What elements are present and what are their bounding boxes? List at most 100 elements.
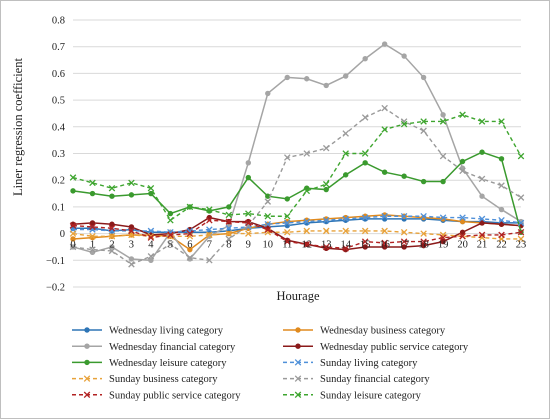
x-tick-label: 21 (477, 240, 488, 251)
data-point (109, 193, 115, 199)
data-point (294, 375, 302, 382)
legend-item: Wednesday living category (72, 326, 224, 337)
data-point (264, 226, 272, 233)
data-point (439, 231, 447, 239)
x-tick-label: 18 (418, 240, 429, 251)
x-tick-label: 8 (226, 240, 231, 251)
data-point (284, 74, 290, 81)
data-point (381, 239, 388, 247)
data-point (439, 214, 447, 221)
x-tick-label: 15 (360, 240, 371, 251)
data-point (284, 229, 291, 236)
series-10 (69, 111, 525, 224)
data-point (84, 327, 90, 333)
data-point (128, 179, 135, 187)
data-point (108, 184, 116, 192)
data-point (109, 244, 115, 250)
data-point (342, 227, 349, 235)
data-point (284, 154, 291, 161)
data-point (89, 223, 96, 231)
data-point (323, 186, 329, 193)
data-point (517, 229, 525, 236)
x-tick-label: 0 (70, 240, 75, 251)
data-point (400, 238, 408, 245)
data-point (342, 172, 349, 178)
data-point (498, 118, 505, 125)
data-point (361, 227, 369, 235)
legend-label: Wednesday living category (109, 326, 224, 337)
legend-label: Wednesday public service category (320, 342, 469, 353)
x-tick-label: 14 (340, 240, 351, 251)
data-point (147, 227, 155, 235)
data-point (479, 220, 485, 226)
data-point (245, 210, 252, 217)
data-point (459, 111, 466, 119)
data-point (322, 180, 330, 188)
x-tick-label: 16 (379, 240, 390, 251)
data-point (109, 221, 115, 227)
data-point (83, 375, 91, 382)
data-point (362, 244, 368, 250)
data-point (479, 193, 485, 199)
data-point (361, 150, 369, 157)
data-point (400, 229, 408, 236)
data-point (381, 104, 388, 112)
data-point (294, 391, 302, 399)
data-point (186, 203, 194, 211)
data-point (167, 241, 174, 248)
data-point (108, 225, 116, 232)
x-tick-label: 13 (321, 240, 332, 251)
legend-label: Sunday leisure category (320, 390, 422, 401)
data-point (420, 242, 427, 249)
data-point (478, 231, 486, 239)
data-point (284, 212, 291, 220)
data-point (420, 212, 427, 220)
data-point (89, 179, 96, 187)
data-point (225, 211, 233, 219)
data-point (70, 188, 76, 194)
x-tick-label: 23 (516, 240, 527, 251)
data-point (303, 187, 310, 195)
y-tick-label: 0.4 (52, 122, 66, 133)
legend-item: Sunday financial category (283, 374, 430, 385)
data-point (420, 118, 427, 125)
y-tick-label: 0.3 (52, 149, 65, 160)
data-point (304, 76, 310, 82)
data-point (186, 230, 194, 237)
data-point (89, 233, 96, 240)
data-point (381, 244, 388, 250)
data-point (322, 144, 330, 152)
data-point (362, 160, 368, 166)
x-tick-label: 7 (207, 240, 212, 251)
data-point (478, 118, 486, 125)
data-point (459, 218, 466, 225)
legend-label: Wednesday financial category (109, 342, 236, 353)
legend-item: Sunday public service category (72, 390, 241, 401)
data-point (342, 73, 349, 79)
data-point (245, 230, 252, 237)
x-tick-label: 2 (109, 240, 114, 251)
data-point (206, 231, 213, 239)
data-point (187, 246, 193, 253)
series-line (72, 214, 522, 251)
data-point (264, 212, 272, 220)
data-point (517, 235, 525, 243)
data-point (459, 167, 466, 175)
legend-item: Wednesday business category (283, 326, 446, 337)
x-tick-label: 11 (282, 240, 292, 251)
data-point (342, 215, 349, 223)
data-point (69, 222, 77, 229)
y-tick-label: 0.2 (52, 176, 65, 187)
data-point (362, 56, 368, 62)
data-point (225, 235, 233, 243)
data-point (108, 247, 116, 255)
legend-label: Sunday living category (320, 358, 418, 369)
data-point (128, 192, 135, 198)
data-point (206, 226, 213, 233)
data-point (498, 216, 505, 224)
y-tick-label: 0 (60, 229, 65, 240)
legend-item: Sunday business category (72, 374, 218, 385)
data-point (284, 196, 290, 202)
